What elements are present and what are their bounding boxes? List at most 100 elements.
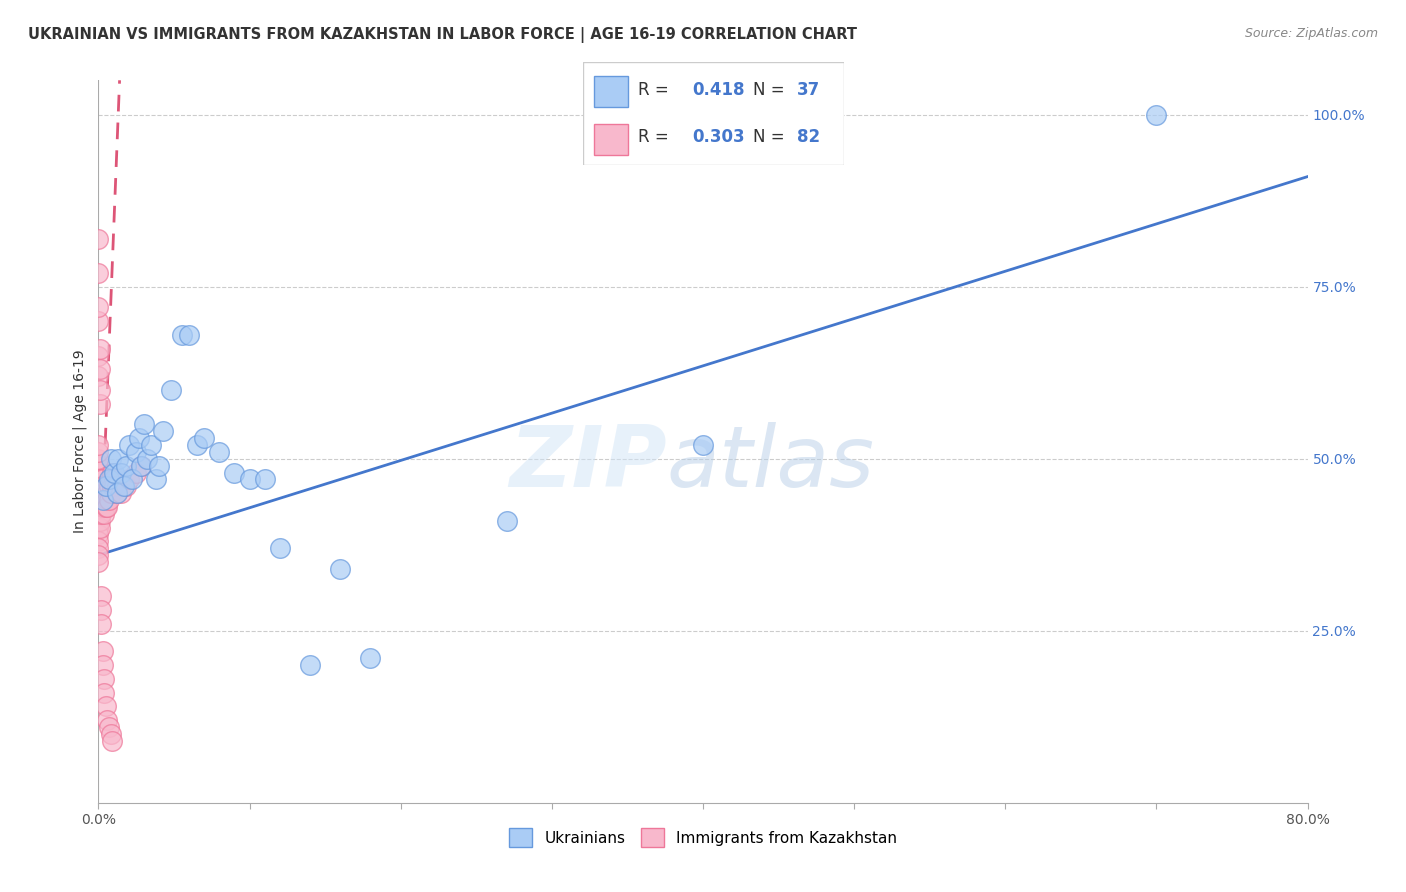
Point	[101, 466, 124, 480]
Point	[94, 500, 117, 514]
Point	[93, 686, 115, 700]
Point	[94, 479, 117, 493]
Point	[692, 438, 714, 452]
Point	[103, 479, 125, 493]
Point	[90, 616, 112, 631]
Point	[145, 472, 167, 486]
Point	[129, 458, 152, 473]
Point	[98, 720, 121, 734]
Point	[89, 383, 111, 397]
Point	[96, 493, 118, 508]
Point	[100, 451, 122, 466]
Point	[299, 658, 322, 673]
Text: R =: R =	[638, 128, 673, 146]
Point	[89, 342, 111, 356]
Y-axis label: In Labor Force | Age 16-19: In Labor Force | Age 16-19	[73, 350, 87, 533]
Point	[170, 327, 193, 342]
Point	[91, 493, 114, 508]
Point	[96, 500, 118, 514]
FancyBboxPatch shape	[583, 62, 844, 165]
Point	[98, 493, 121, 508]
Point	[103, 466, 125, 480]
Point	[91, 500, 114, 514]
Point	[90, 472, 112, 486]
Point	[87, 541, 110, 556]
Point	[91, 486, 114, 500]
Text: 37: 37	[797, 81, 820, 99]
Point	[129, 458, 152, 473]
Text: N =: N =	[752, 81, 789, 99]
Point	[87, 466, 110, 480]
Point	[105, 486, 128, 500]
Point	[125, 466, 148, 480]
Text: 82: 82	[797, 128, 820, 146]
Point	[90, 590, 112, 604]
Text: UKRAINIAN VS IMMIGRANTS FROM KAZAKHSTAN IN LABOR FORCE | AGE 16-19 CORRELATION C: UKRAINIAN VS IMMIGRANTS FROM KAZAKHSTAN …	[28, 27, 858, 43]
Point	[91, 479, 114, 493]
Point	[94, 479, 117, 493]
Point	[135, 451, 157, 466]
Point	[89, 472, 111, 486]
Point	[93, 500, 115, 514]
Point	[98, 479, 121, 493]
Point	[93, 507, 115, 521]
Point	[239, 472, 262, 486]
Point	[87, 349, 110, 363]
Point	[87, 548, 110, 562]
Point	[105, 486, 128, 500]
Point	[91, 658, 114, 673]
Point	[103, 472, 125, 486]
Point	[152, 424, 174, 438]
Point	[118, 472, 141, 486]
Point	[91, 472, 114, 486]
Text: 0.303: 0.303	[693, 128, 745, 146]
Point	[193, 431, 215, 445]
Point	[360, 651, 382, 665]
Point	[91, 644, 114, 658]
Point	[114, 458, 136, 473]
Point	[329, 562, 352, 576]
Point	[90, 507, 112, 521]
Point	[87, 458, 110, 473]
Point	[1144, 108, 1167, 122]
Point	[179, 327, 201, 342]
Text: Source: ZipAtlas.com: Source: ZipAtlas.com	[1244, 27, 1378, 40]
Point	[89, 520, 111, 534]
Point	[94, 493, 117, 508]
Point	[87, 500, 110, 514]
Text: ZIP: ZIP	[509, 422, 666, 505]
Text: N =: N =	[752, 128, 789, 146]
Point	[101, 734, 124, 748]
Point	[105, 479, 128, 493]
FancyBboxPatch shape	[593, 124, 627, 155]
Point	[89, 362, 111, 376]
Point	[110, 466, 132, 480]
Point	[112, 479, 135, 493]
Point	[96, 486, 118, 500]
Text: 0.418: 0.418	[693, 81, 745, 99]
Point	[93, 493, 115, 508]
Point	[87, 451, 110, 466]
Point	[90, 486, 112, 500]
Point	[253, 472, 276, 486]
Point	[186, 438, 208, 452]
Point	[110, 486, 132, 500]
Point	[89, 500, 111, 514]
Point	[89, 479, 111, 493]
Point	[93, 486, 115, 500]
Point	[87, 445, 110, 459]
Point	[132, 417, 155, 432]
Point	[87, 520, 110, 534]
Point	[87, 266, 110, 280]
Point	[224, 466, 246, 480]
Point	[90, 479, 112, 493]
Point	[125, 445, 148, 459]
Point	[128, 431, 150, 445]
Point	[100, 472, 122, 486]
Point	[107, 451, 129, 466]
Point	[121, 472, 143, 486]
Point	[114, 479, 136, 493]
Point	[89, 507, 111, 521]
Point	[495, 514, 517, 528]
Point	[89, 397, 111, 411]
